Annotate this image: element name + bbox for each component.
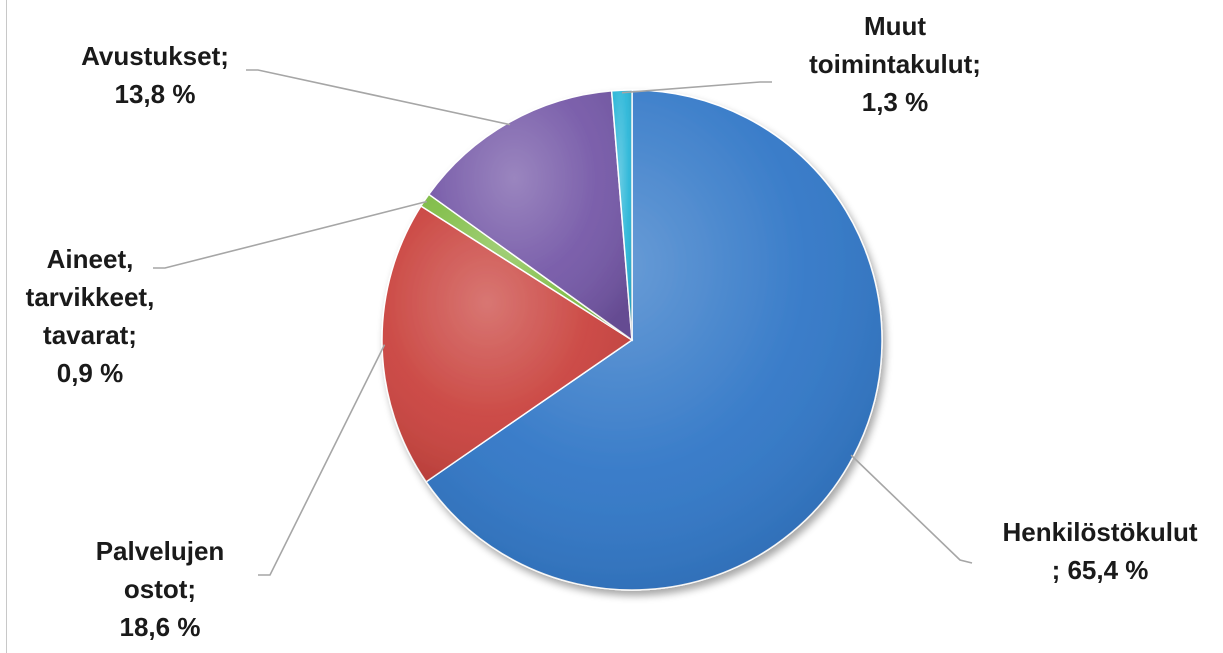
- leader-line-avustukset: [246, 69, 511, 126]
- leader-line-henkilostokulut: [850, 454, 973, 564]
- data-label-line: 13,8 %: [115, 79, 196, 109]
- data-label-henkilostokulut: Henkilöstökulut ; 65,4 %: [1002, 517, 1197, 585]
- slice-shine-avustukset: [428, 90, 632, 340]
- data-label-line: 18,6 %: [120, 612, 201, 642]
- slice-shine-muut-toimintakulut: [611, 90, 632, 340]
- data-label-line: tarvikkeet,: [26, 282, 155, 312]
- slice-shine-henkilostokulut: [426, 90, 883, 590]
- data-label-palvelujen-ostot: Palvelujen ostot; 18,6 %: [96, 536, 225, 642]
- leader-lines: [153, 69, 973, 576]
- data-label-line: ostot;: [124, 574, 196, 604]
- data-label-muut-toimintakulut: Muut toimintakulut; 1,3 %: [809, 11, 981, 117]
- data-label-line: toimintakulut;: [809, 49, 981, 79]
- data-label-line: Aineet,: [47, 244, 134, 274]
- data-label-line: Muut: [864, 11, 926, 41]
- data-labels: Henkilöstökulut ; 65,4 % Palvelujen ostot; 1…: [26, 11, 1198, 642]
- data-label-avustukset: Avustukset; 13,8 %: [81, 41, 229, 109]
- data-label-line: ; 65,4 %: [1052, 555, 1149, 585]
- slice-shine-palvelujen-ostot: [382, 206, 632, 482]
- data-label-line: Palvelujen: [96, 536, 225, 566]
- leader-line-palvelujen-ostot: [258, 344, 386, 576]
- slice-shine-aineet-tarvikkeet-tavarat: [420, 194, 632, 340]
- leader-line-muut-toimintakulut: [621, 81, 772, 94]
- chart-border: [6, 0, 7, 653]
- data-label-line: 1,3 %: [862, 87, 929, 117]
- pie-slices: [381, 89, 883, 591]
- data-label-line: Avustukset;: [81, 41, 229, 71]
- data-label-line: tavarat;: [43, 320, 137, 350]
- leader-line-aineet-tarvikkeet-tavarat: [153, 200, 428, 269]
- data-label-line: 0,9 %: [57, 358, 124, 388]
- data-label-line: Henkilöstökulut: [1002, 517, 1197, 547]
- data-label-aineet-tarvikkeet-tavarat: Aineet, tarvikkeet, tavarat; 0,9 %: [26, 244, 155, 388]
